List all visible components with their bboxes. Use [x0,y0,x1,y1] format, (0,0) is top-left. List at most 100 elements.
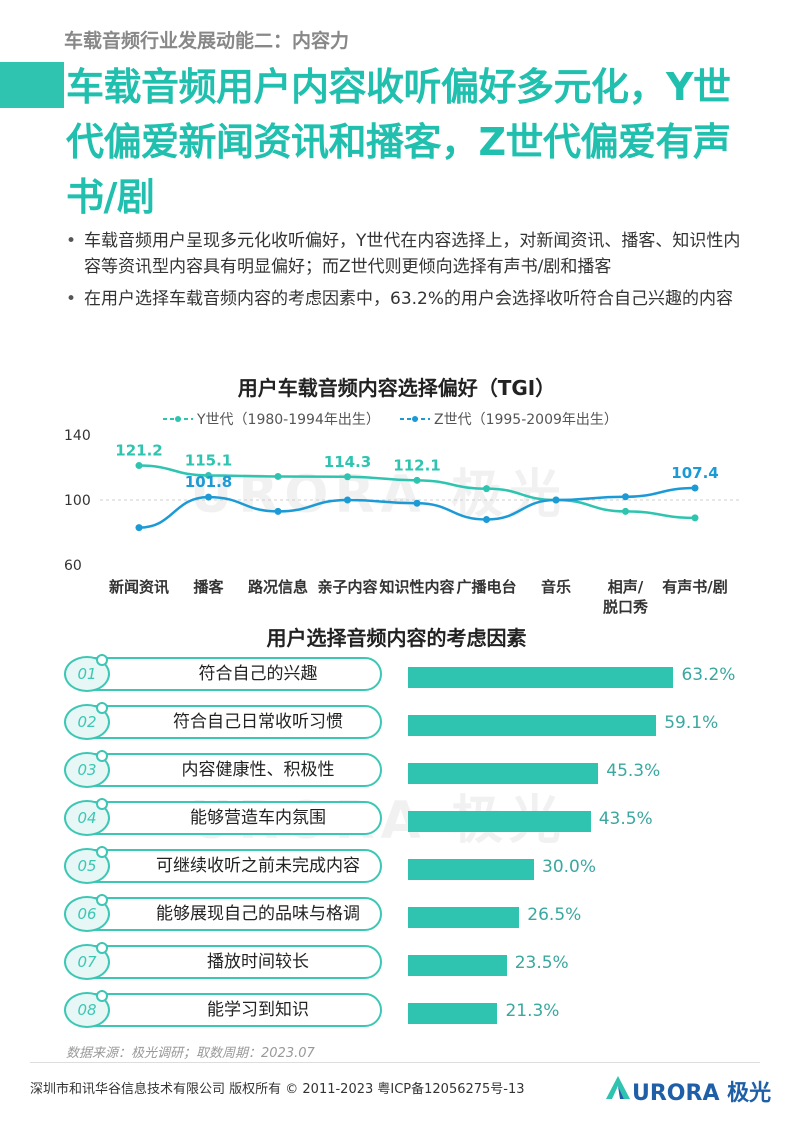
data-label: 112.1 [393,456,440,474]
data-label: 101.8 [185,473,232,491]
badge-knob-icon [96,894,108,906]
logo-text: URORA 极光 [632,1081,772,1106]
factor-row: 内容健康性、积极性 03 45.3% [64,750,764,790]
x-tick-label: 音乐 [541,578,571,596]
y-tick-label: 140 [64,428,91,444]
data-point [552,496,560,504]
factor-pill: 内容健康性、积极性 [76,753,382,787]
factor-label: 能学习到知识 [207,1000,309,1020]
factor-number-badge: 07 [64,944,110,980]
section-tag: 车载音频行业发展动能二：内容力 [64,30,350,52]
badge-knob-icon [96,798,108,810]
factor-pill: 能够展现自己的品味与格调 [76,897,382,931]
x-tick-label: 播客 [193,578,224,596]
factor-label: 播放时间较长 [207,952,309,972]
data-point [344,496,351,504]
bar-chart-title: 用户选择音频内容的考虑因素 [266,626,527,650]
data-point [691,484,699,492]
factor-label: 能够展现自己的品味与格调 [156,904,360,924]
title-accent-block [0,62,64,108]
x-tick-label: 新闻资讯 [109,578,169,596]
legend-label: Y世代（1980-1994年出生） [196,412,380,428]
factor-pill: 符合自己日常收听习惯 [76,705,382,739]
factor-bar [408,811,591,832]
factor-bar [408,763,599,784]
data-point [205,493,212,501]
bullet-item: 车载音频用户呈现多元化收听偏好，Y世代在内容选择上，对新闻资讯、播客、知识性内容… [66,228,756,280]
footer-copyright: 深圳市和讯华谷信息技术有限公司 版权所有 © 2011-2023 粤ICP备12… [30,1082,525,1097]
legend-marker [175,416,181,422]
data-point [274,507,282,515]
data-point [413,499,421,507]
factor-pill: 能学习到知识 [76,993,382,1027]
factor-pill: 可继续收听之前未完成内容 [76,849,382,883]
data-label: 115.1 [185,451,232,469]
bullet-item: 在用户选择车载音频内容的考虑因素中，63.2%的用户会选择收听符合自己兴趣的内容 [66,286,756,312]
bullet-list: 车载音频用户呈现多元化收听偏好，Y世代在内容选择上，对新闻资讯、播客、知识性内容… [66,228,756,318]
factor-value-label: 21.3% [505,1001,560,1021]
data-point [483,485,490,493]
legend-label: Z世代（1995-2009年出生） [434,412,618,428]
factor-label: 内容健康性、积极性 [181,760,335,780]
badge-knob-icon [96,654,108,666]
factor-row: 符合自己日常收听习惯 02 59.1% [64,702,764,742]
factor-bar [408,667,674,688]
factor-bar [408,1003,498,1024]
factor-value-label: 59.1% [664,713,719,733]
legend-marker [412,416,418,422]
factor-number-badge: 02 [64,704,110,740]
data-point [691,514,699,522]
badge-knob-icon [96,942,108,954]
data-point [344,473,351,481]
data-label: 107.4 [671,464,718,482]
badge-knob-icon [96,750,108,762]
factor-row: 可继续收听之前未完成内容 05 30.0% [64,846,764,886]
factor-bar [408,907,520,928]
factor-value-label: 26.5% [527,905,582,925]
x-tick-label: 广播电台 [456,578,516,596]
data-source: 数据来源：极光调研；取数周期：2023.07 [66,1046,315,1061]
page-title: 车载音频用户内容收听偏好多元化，Y世代偏爱新闻资讯和播客，Z世代偏爱有声书/剧 [66,65,731,219]
factor-value-label: 45.3% [606,761,661,781]
badge-knob-icon [96,846,108,858]
data-point [622,493,629,501]
factor-pill: 能够营造车内氛围 [76,801,382,835]
aurora-logo-icon [606,1076,630,1099]
factor-pill: 播放时间较长 [76,945,382,979]
factor-bar [408,715,657,736]
data-point [622,507,629,515]
data-label: 114.3 [324,453,371,471]
factor-value-label: 23.5% [514,953,569,973]
y-tick-label: 60 [64,558,82,574]
footer-divider [30,1062,760,1063]
data-label: 121.2 [115,442,162,460]
factor-value-label: 30.0% [542,857,597,877]
badge-knob-icon [96,990,108,1002]
data-point [205,471,212,479]
line-chart: Y世代（1980-1994年出生） Z世代（1995-2009年出生） 140 100… [64,412,742,616]
factor-row: 能够营造车内氛围 04 43.5% [64,798,764,838]
data-point [413,476,421,484]
factor-label: 符合自己的兴趣 [198,664,318,684]
x-tick-label: 有声书/剧 [662,578,727,596]
x-tick-label: 路况信息 [248,578,308,596]
x-tick-label: 知识性内容 [379,578,454,596]
data-point [135,462,143,470]
badge-knob-icon [96,702,108,714]
factor-pill: 符合自己的兴趣 [76,657,382,691]
line-chart-title: 用户车载音频内容选择偏好（TGI） [237,376,556,400]
factor-value-label: 63.2% [681,665,736,685]
factor-label: 可继续收听之前未完成内容 [156,856,360,876]
factor-row: 播放时间较长 07 23.5% [64,942,764,982]
factor-row: 能够展现自己的品味与格调 06 26.5% [64,894,764,934]
x-tick-label: 相声/ [608,578,644,596]
factor-bar [408,859,534,880]
x-tick-label: 亲子内容 [317,578,377,596]
factor-bar [408,955,507,976]
x-tick-label: 脱口秀 [603,598,649,616]
data-point [274,472,282,480]
y-tick-label: 100 [64,493,91,509]
data-point [483,516,490,523]
factor-row: 能学习到知识 08 21.3% [64,990,764,1030]
factor-label: 能够营造车内氛围 [190,808,326,828]
